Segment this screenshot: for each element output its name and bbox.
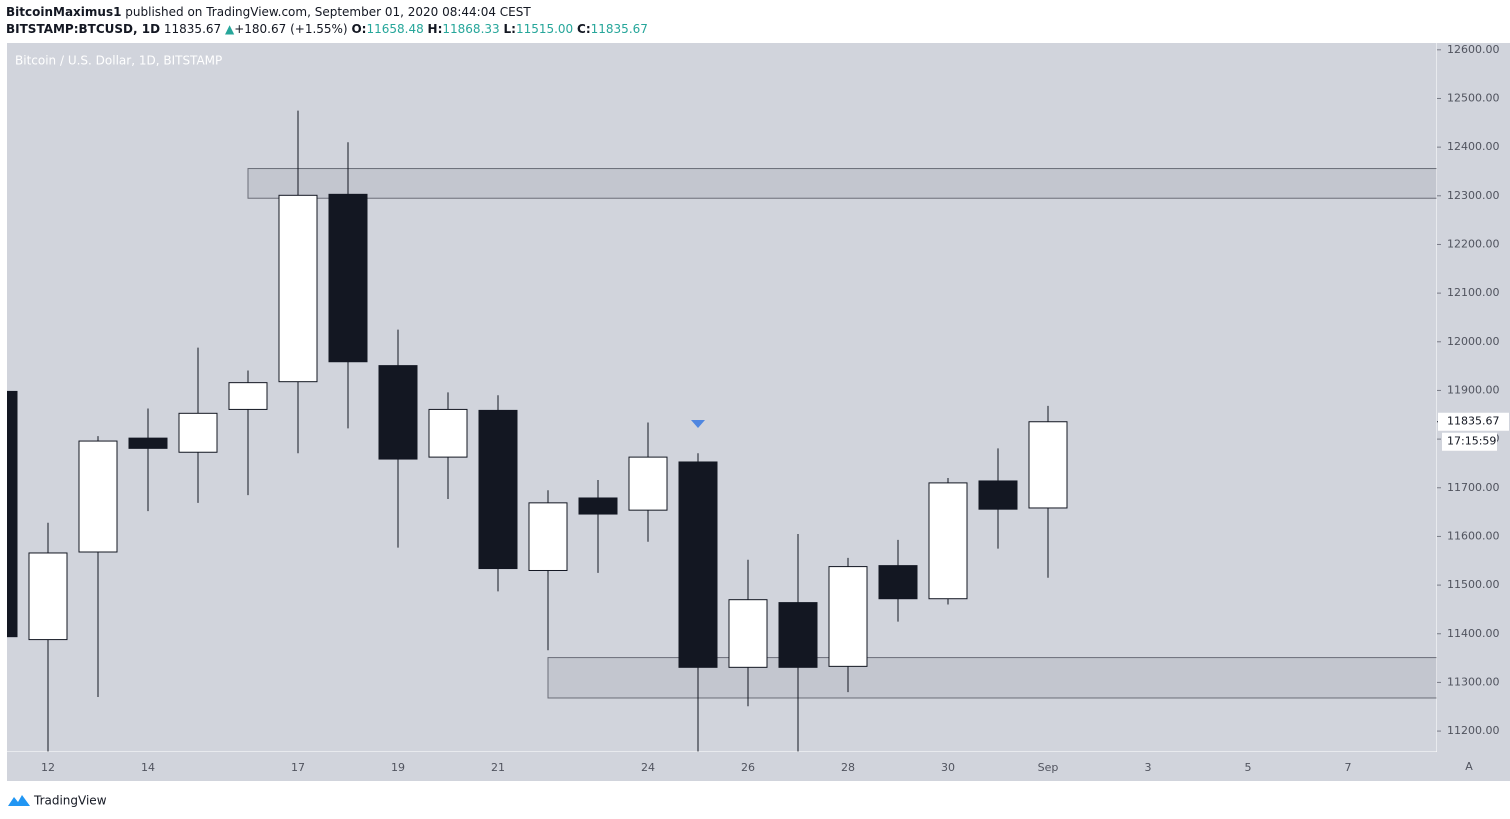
x-tick-label: 5 [1245,761,1252,774]
h-label: H: [428,22,443,36]
candle-body [728,599,768,668]
x-tick-label: 24 [641,761,655,774]
x-axis-band [7,752,1437,781]
auto-scale-label[interactable]: A [1465,760,1473,773]
candle-body [7,390,18,638]
candle-body [178,412,218,453]
y-axis-band [1437,43,1510,781]
o-value: 11658.48 [366,22,423,36]
c-label: C: [577,22,591,36]
candle-body [228,382,268,410]
candle-body [478,409,518,570]
y-tick-label: 12000.00 [1447,335,1500,348]
change: +180.67 (+1.55%) [234,22,347,36]
y-tick-label: 12500.00 [1447,91,1500,104]
candle-body [428,408,468,458]
x-tick-label: 7 [1345,761,1352,774]
price-label-box [1438,412,1509,431]
x-tick-label: 17 [291,761,305,774]
c-value: 11835.67 [591,22,648,36]
x-tick-label: 3 [1145,761,1152,774]
candle-body [28,552,68,641]
candle-body [978,480,1018,510]
y-tick-label: 12100.00 [1447,286,1500,299]
y-tick-label: 12300.00 [1447,189,1500,202]
o-label: O: [351,22,366,36]
y-tick-label: 12600.00 [1447,43,1500,56]
y-tick-label: 11700.00 [1447,481,1500,494]
candle-body [278,194,318,383]
candle-body [578,497,618,515]
author: BitcoinMaximus1 [6,5,121,19]
plot-background [7,43,1437,752]
candle-body [778,602,818,668]
header-line: BITSTAMP:BTCUSD, 1D 11835.67 ▲+180.67 (+… [6,22,648,36]
candle-body [528,502,568,571]
candle-body [678,461,718,668]
x-tick-label: 26 [741,761,755,774]
y-tick-label: 12200.00 [1447,237,1500,250]
y-tick-label: 11300.00 [1447,675,1500,688]
header-line: BitcoinMaximus1 published on TradingView… [6,5,531,19]
y-tick-label: 11600.00 [1447,529,1500,542]
countdown: 17:15:59 [1447,435,1496,448]
symbol: BITSTAMP:BTCUSD, 1D [6,22,160,36]
auto-scale-button[interactable] [1459,758,1479,776]
countdown-box [1442,432,1497,451]
y-tick-label: 12400.00 [1447,140,1500,153]
l-value: 11515.00 [516,22,573,36]
brand-logo [8,795,30,806]
chart-title: Bitcoin / U.S. Dollar, 1D, BITSTAMP [15,54,222,68]
h-value: 11868.33 [442,22,499,36]
candle-body [828,566,868,667]
x-tick-label: 21 [491,761,505,774]
x-tick-label: 12 [41,761,55,774]
brand: TradingView [33,794,107,808]
y-tick-label: 11200.00 [1447,724,1500,737]
y-tick-label: 11500.00 [1447,578,1500,591]
candle-body [628,456,668,511]
last: 11835.67 [164,22,221,36]
candle-body [378,365,418,460]
x-tick-label: 30 [941,761,955,774]
y-tick-label: 11900.00 [1447,383,1500,396]
candle-body [928,482,968,600]
candle-body [128,437,168,449]
candle-body [878,565,918,600]
x-tick-label: 19 [391,761,405,774]
x-tick-label: 28 [841,761,855,774]
candle-body [1028,421,1068,509]
arrow: ▲ [225,22,235,36]
published: published on TradingView.com, September … [125,5,531,19]
x-tick-label: Sep [1038,761,1059,774]
candle-body [328,193,368,363]
l-label: L: [503,22,515,36]
plot-area [7,110,1437,752]
marker [691,420,705,429]
candle-body [78,440,118,553]
zone [247,168,1437,199]
price-label: 11835.67 [1447,415,1500,428]
x-tick-label: 14 [141,761,155,774]
y-tick-label: 11400.00 [1447,627,1500,640]
